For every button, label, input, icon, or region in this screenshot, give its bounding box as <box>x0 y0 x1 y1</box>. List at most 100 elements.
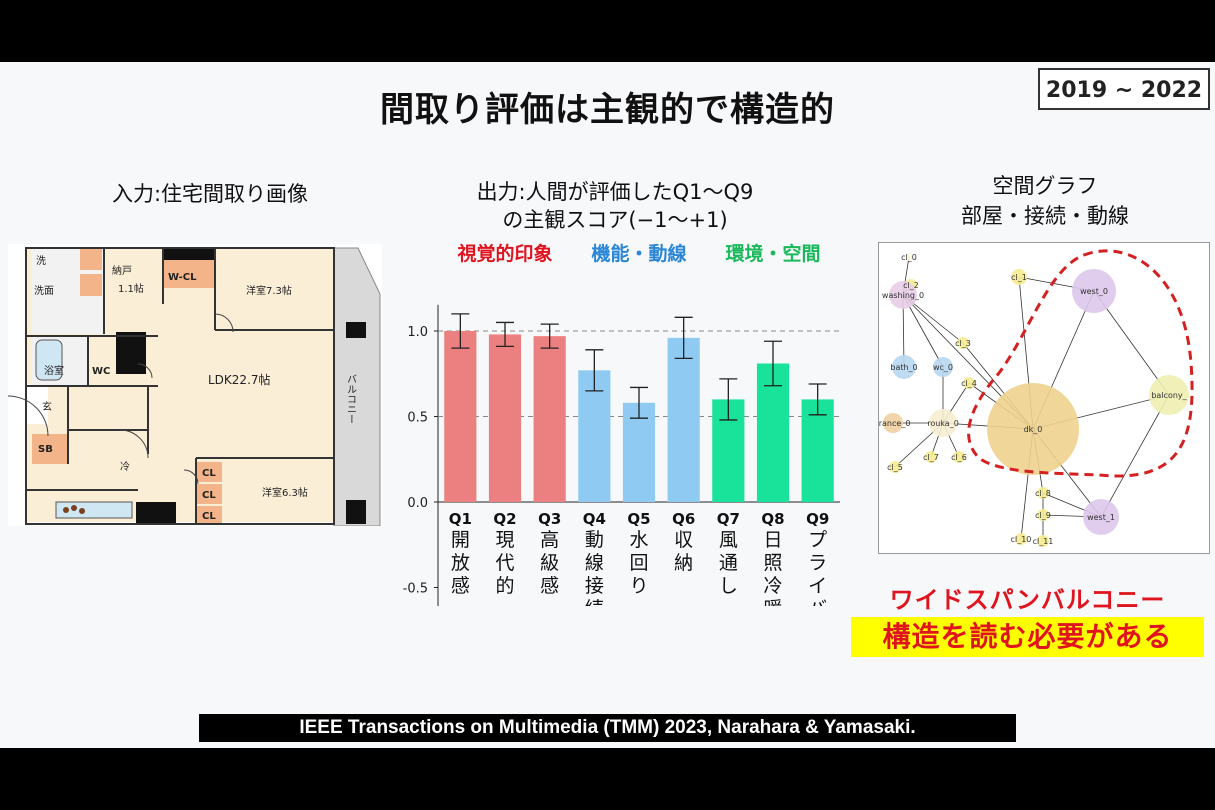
floorplan-image: 洗 洗面 納戸 1.1帖 W-CL 洋室7.3帖 浴室 WC LDK22.7帖 … <box>7 244 382 527</box>
error-bar-q1 <box>451 313 470 349</box>
plan-label-sb: SB <box>38 444 53 455</box>
x-label-q9: プライバシ| <box>808 529 827 606</box>
graph-node-wc-0 <box>933 357 953 377</box>
group-label-1: 機能・動線 <box>591 242 686 265</box>
graph-node-washing-0 <box>889 281 917 309</box>
graph-node-dk-0 <box>987 383 1079 475</box>
graph-node-label: cl_9 <box>1035 511 1051 520</box>
graph-node-label: balcony_ <box>1151 391 1187 400</box>
graph-node-trance-0 <box>883 413 903 433</box>
input-caption: 入力:住宅間取り画像 <box>111 182 309 206</box>
plan-label-storage-size: 1.1帖 <box>118 282 144 295</box>
error-bar-q3 <box>540 323 559 349</box>
x-tick-q3: Q3 <box>538 510 561 528</box>
graph-node-label: cl_5 <box>887 463 903 472</box>
emphasis-line1: ワイドスパンバルコニー <box>889 586 1166 614</box>
bar-q8 <box>756 363 790 502</box>
graph-node-cl-0 <box>905 253 913 261</box>
output-caption-line2: の主観スコア(−1～+1) <box>502 208 728 232</box>
graph-node-cl-9 <box>1037 509 1049 521</box>
x-label-q5: 水回り <box>629 529 648 597</box>
x-tick-q2: Q2 <box>493 510 516 528</box>
graph-node-label: washing_0 <box>882 291 924 300</box>
graph-node-label: cl_3 <box>955 339 971 348</box>
y-tick-label: 1.0 <box>407 325 428 340</box>
plan-label-cl-1: CL <box>202 468 216 479</box>
plan-label-wash: 洗 <box>36 255 46 267</box>
x-tick-q9: Q9 <box>806 510 829 528</box>
error-bar-q7 <box>719 378 738 421</box>
error-bar-q6 <box>674 316 693 360</box>
x-tick-q5: Q5 <box>627 510 650 528</box>
graph-node-label: trance_0 <box>879 419 910 428</box>
graph-node-label: cl_7 <box>923 453 939 462</box>
bar-q1 <box>444 331 477 502</box>
group-label-0: 視覚的印象 <box>456 242 552 265</box>
graph-node-label: cl_11 <box>1033 537 1054 546</box>
plan-label-wcl: W-CL <box>168 272 197 283</box>
error-bar-q2 <box>496 321 514 348</box>
y-tick-label: -0.5 <box>403 582 428 597</box>
bar-q5 <box>622 402 656 502</box>
graph-node-cl-6 <box>953 451 965 463</box>
graph-node-balcony- <box>1149 375 1189 415</box>
plan-label-bath: 浴室 <box>44 364 64 377</box>
graph-node-cl-7 <box>925 451 937 463</box>
emphasis-line2: 構造を読む必要がある <box>851 617 1204 657</box>
graph-node-cl-10 <box>1015 533 1027 545</box>
x-label-q3: 高級感 <box>540 529 559 597</box>
space-graph-panel: cl_0 cl_1 cl_2 washing_0 west_0 cl_3 bath_0 wc_… <box>876 242 1210 554</box>
graph-node-label: dk_0 <box>1024 425 1043 434</box>
graph-edge <box>1100 394 1170 518</box>
graph-node-label: rouka_0 <box>927 419 959 428</box>
graph-node-label: wc_0 <box>933 363 953 372</box>
y-tick-label: 0.5 <box>407 411 428 426</box>
plan-label-fridge: 冷 <box>120 460 130 473</box>
graph-node-label: cl_10 <box>1011 535 1032 544</box>
x-label-q4: 動線接続 <box>585 529 604 606</box>
graph-node-bath-0 <box>892 355 916 379</box>
x-label-q2: 現代的 <box>495 529 514 597</box>
plan-label-balcony: バルコニー <box>345 374 357 424</box>
error-bar-q9 <box>808 383 827 416</box>
plan-label-western-room-1: 洋室7.3帖 <box>246 284 292 297</box>
graph-node-cl-1 <box>1011 269 1027 285</box>
bar-q6 <box>667 337 700 502</box>
error-bar-q8 <box>764 340 782 387</box>
graph-node-label: west_0 <box>1080 287 1108 296</box>
x-tick-q6: Q6 <box>672 510 695 528</box>
graph-node-label: cl_8 <box>1035 489 1051 498</box>
graph-node-label: cl_4 <box>961 379 977 388</box>
graph-node-cl-8 <box>1037 487 1049 499</box>
plan-label-ldk: LDK22.7帖 <box>208 372 271 387</box>
plan-label-cl-3: CL <box>202 511 216 522</box>
graph-node-label: cl_2 <box>903 281 919 290</box>
highlight-outline <box>967 249 1194 478</box>
graph-node-label: cl_6 <box>951 453 967 462</box>
x-tick-q7: Q7 <box>717 510 740 528</box>
graph-node-cl-3 <box>957 337 969 349</box>
graph-node-cl-11 <box>1037 535 1049 547</box>
bar-q2 <box>488 334 522 502</box>
slide: 間取り評価は主観的で構造的 2019 ~ 2022 入力:住宅間取り画像 出力:… <box>0 62 1215 748</box>
x-tick-q8: Q8 <box>761 510 784 528</box>
x-label-q7: 風通し <box>719 529 738 597</box>
graph-node-label: bath_0 <box>890 363 917 372</box>
graph-caption-line2: 部屋・接続・動線 <box>961 204 1129 228</box>
plan-label-storage: 納戸 <box>112 264 132 277</box>
graph-node-label: cl_1 <box>1011 273 1027 282</box>
x-tick-q4: Q4 <box>583 510 606 528</box>
y-tick-label: 0.0 <box>407 496 428 511</box>
x-label-q6: 収納 <box>674 529 693 574</box>
graph-caption-line1: 空間グラフ <box>992 174 1098 198</box>
x-tick-q1: Q1 <box>449 510 472 528</box>
year-range-box: 2019 ~ 2022 <box>1038 68 1210 110</box>
graph-node-cl-4 <box>963 377 975 389</box>
plan-label-western-room-2: 洋室6.3帖 <box>262 486 308 499</box>
plan-label-entrance: 玄 <box>42 400 52 413</box>
graph-node-label: cl_0 <box>901 253 917 262</box>
bar-q3 <box>533 336 566 502</box>
group-label-2: 環境・空間 <box>725 242 820 265</box>
error-bar-q5 <box>630 386 648 419</box>
